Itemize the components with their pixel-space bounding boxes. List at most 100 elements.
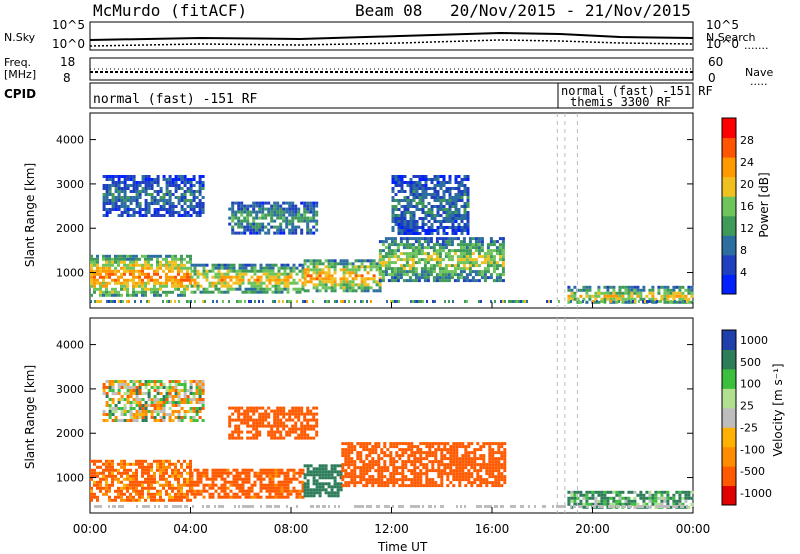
echo-cell [253,266,257,270]
echo-cell [120,471,123,475]
echo-cell [183,459,186,463]
echo-cell [156,492,159,496]
echo-cell [390,261,394,265]
echo-cell [93,462,96,466]
echo-cell [201,208,205,211]
echo-cell [359,445,363,449]
echo-cell [114,416,118,419]
echo-cell [220,275,224,279]
echo-cell [371,481,375,485]
ground-scatter-cell [646,300,648,303]
echo-cell [431,478,435,482]
echo-cell [479,466,483,470]
echo-cell [318,476,322,480]
echo-cell [195,407,199,410]
echo-cell [150,199,154,202]
echo-cell [600,291,604,295]
echo-cell [336,494,340,498]
echo-cell [341,451,345,455]
ground-scatter-cell [652,300,654,303]
echo-cell [371,484,375,488]
ground-scatter-cell [388,505,390,508]
ground-scatter-cell [596,300,598,303]
echo-cell [315,421,319,425]
echo-cell [442,196,446,199]
echo-cell [456,258,460,262]
echo-cell [431,445,435,449]
echo-cell [651,496,655,500]
echo-cell [252,412,256,416]
ground-scatter-cell [194,300,196,303]
echo-cell [365,454,369,458]
echo-cell [271,275,275,279]
echo-cell [312,262,316,266]
echo-cell [350,460,354,464]
echo-cell [102,284,105,288]
echo-cell [294,421,298,425]
ground-scatter-cell [258,300,260,303]
echo-cell [102,184,106,187]
echo-cell [312,201,316,205]
echo-cell [342,262,346,266]
echo-cell [120,260,123,264]
echo-cell [108,193,112,196]
echo-cell [413,457,417,461]
echo-cell [460,217,464,220]
echo-cell [223,483,227,487]
echo-cell [241,266,245,270]
echo-cell [132,477,135,481]
echo-cell [186,465,189,469]
ground-scatter-cell [386,300,388,303]
echo-cell [114,175,118,178]
echo-cell [220,281,224,285]
echo-cell [410,463,414,467]
echo-cell [244,263,248,267]
echo-cell [627,496,631,500]
echo-cell [177,392,181,395]
echo-cell [362,484,366,488]
echo-cell [303,485,307,489]
echo-cell [427,202,431,205]
echo-cell [618,496,622,500]
echo-cell [501,273,505,277]
echo-cell [433,220,437,223]
echo-cell [468,279,472,283]
ground-scatter-cell [616,505,618,508]
echo-cell [180,471,183,475]
echo-cell [360,289,364,293]
echo-cell [156,386,160,389]
echo-cell [196,263,200,267]
echo-cell [126,495,129,499]
echo-cell [432,279,436,283]
echo-cell [372,289,376,293]
echo-cell [156,410,160,413]
echo-cell [123,187,127,190]
echo-cell [150,181,154,184]
echo-cell [405,258,409,262]
echo-cell [443,457,447,461]
echo-cell [138,269,141,273]
echo-cell [288,231,292,235]
echo-cell [466,220,470,223]
echo-cell [306,433,310,437]
echo-cell [264,415,268,419]
echo-cell [477,252,481,256]
echo-cell [324,277,328,281]
echo-cell [280,486,284,490]
echo-cell [268,281,272,285]
ground-scatter-cell [154,505,156,508]
echo-cell [615,294,619,298]
echo-cell [120,275,123,279]
echo-cell [403,220,407,223]
echo-cell [138,380,142,383]
echo-cell [261,225,265,229]
echo-cell [280,281,284,285]
echo-cell [468,255,472,259]
echo-cell [180,419,184,422]
echo-cell [333,277,337,281]
echo-cell [330,488,334,492]
echo-cell [238,477,242,481]
echo-cell [403,223,407,226]
echo-cell [138,392,142,395]
